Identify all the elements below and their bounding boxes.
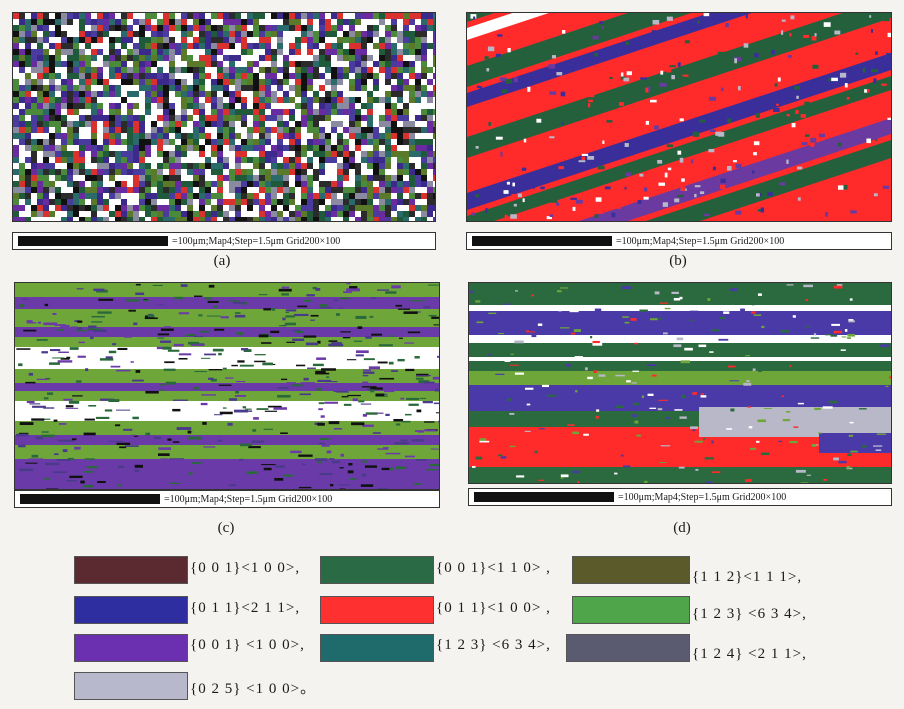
legend-label-9: {1 2 4} <2 1 1>, [692, 646, 807, 662]
caption-a: (a) [213, 253, 231, 269]
legend-label-7: {0 0 1} <1 0 0>, [190, 637, 305, 653]
legend-label-4: {0 1 1}<2 1 1>, [190, 600, 301, 616]
scale-text-a: =100μm;Map4;Step=1.5μm Grid200×100 [172, 235, 341, 247]
scale-bar-b: =100μm;Map4;Step=1.5μm Grid200×100 [466, 232, 892, 250]
scale-text-d: =100μm;Map4;Step=1.5μm Grid200×100 [618, 491, 787, 503]
grain-map-d [469, 283, 891, 483]
legend-swatch-5 [320, 596, 434, 624]
legend-label-6: {1 2 3} <6 3 4>, [692, 606, 807, 622]
legend-label-3: {1 1 2}<1 1 1>, [692, 569, 803, 585]
caption-b: (b) [669, 253, 687, 269]
legend-label-10: {0 2 5} <1 0 0>。 [190, 681, 317, 697]
caption-d: (d) [673, 520, 691, 536]
ebsd-map-a [12, 12, 436, 222]
ebsd-map-c [14, 282, 440, 490]
scale-bar-line [472, 236, 612, 246]
scale-bar-line [20, 494, 160, 504]
scale-text-c: =100μm;Map4;Step=1.5μm Grid200×100 [164, 493, 333, 505]
legend-swatch-6 [572, 596, 690, 624]
legend-label-2: {0 0 1}<1 1 0> , [436, 560, 551, 576]
legend-label-5: {0 1 1}<1 0 0> , [436, 600, 551, 616]
grain-map-b [467, 13, 891, 221]
scale-bar-a: =100μm;Map4;Step=1.5μm Grid200×100 [12, 232, 436, 250]
scale-bar-line [474, 492, 614, 502]
legend-swatch-3 [572, 556, 690, 584]
grain-map-a [13, 13, 435, 221]
legend-swatch-9 [566, 634, 690, 662]
legend-swatch-7 [74, 634, 188, 662]
legend-swatch-4 [74, 596, 188, 624]
legend-label-8: {1 2 3} <6 3 4>, [436, 637, 551, 653]
scale-bar-d: =100μm;Map4;Step=1.5μm Grid200×100 [468, 488, 892, 506]
legend-swatch-8 [320, 634, 434, 662]
legend-swatch-2 [320, 556, 434, 584]
scale-bar-line [18, 236, 168, 246]
scale-bar-c: =100μm;Map4;Step=1.5μm Grid200×100 [14, 490, 440, 508]
grain-map-c [15, 283, 439, 489]
scale-text-b: =100μm;Map4;Step=1.5μm Grid200×100 [616, 235, 785, 247]
ebsd-map-b [466, 12, 892, 222]
legend-label-1: {0 0 1}<1 0 0>, [190, 560, 301, 576]
legend-swatch-10 [74, 672, 188, 700]
ebsd-map-d [468, 282, 892, 484]
legend-swatch-1 [74, 556, 188, 584]
caption-c: (c) [217, 520, 235, 536]
